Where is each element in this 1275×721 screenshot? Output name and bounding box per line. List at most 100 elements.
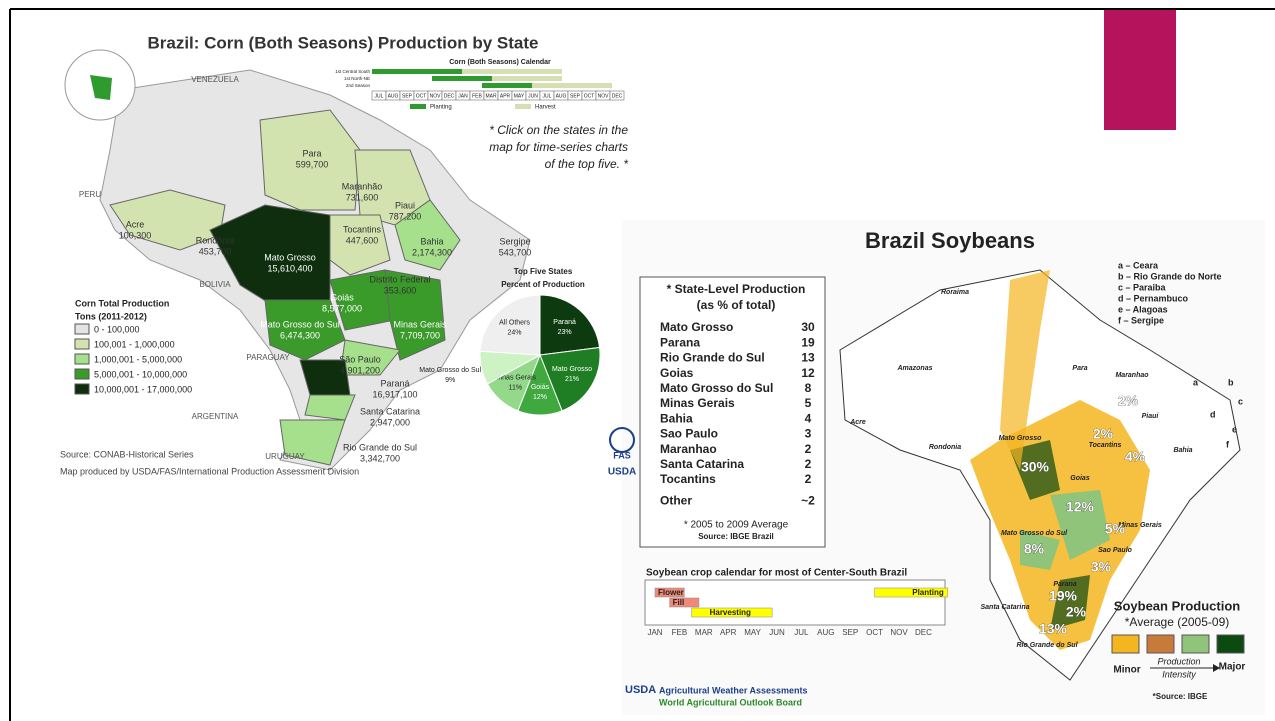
pie-name: All Others (499, 320, 530, 327)
pie-slice (539, 294, 601, 356)
state-name: Paraná (380, 378, 409, 388)
state-value: 100,300 (119, 230, 152, 240)
plant-bar (432, 76, 492, 81)
plant-bar (372, 69, 462, 74)
legend-title: Tons (2011-2012) (75, 311, 147, 321)
month: NOV (430, 93, 442, 99)
soy-percent: 12% (1066, 499, 1095, 515)
month: APR (500, 93, 511, 99)
legend-label: 100,001 - 1,000,000 (94, 339, 175, 349)
table-value: 30 (801, 320, 815, 334)
logo-usda: USDA (608, 467, 636, 478)
month: DEC (444, 93, 455, 99)
soy-state: Rondonia (929, 444, 961, 451)
accent-block (1104, 10, 1176, 130)
state-name: Minas Gerais (393, 319, 447, 329)
table-value: 4 (805, 411, 812, 425)
soy-state: Santa Catarina (980, 604, 1029, 611)
soy-calendar-title: Soybean crop calendar for most of Center… (646, 568, 907, 579)
soy-state: Rio Grande do Sul (1016, 642, 1078, 649)
soy-month: FEB (672, 628, 688, 637)
soy-percent: 2% (1093, 426, 1114, 442)
soy-month: SEP (842, 628, 858, 637)
country: ARGENTINA (192, 412, 239, 421)
month: JUN (528, 93, 538, 99)
legend-harvest-label: Harvest (535, 105, 556, 111)
soy-month: APR (720, 628, 737, 637)
footer-usda: USDA (625, 684, 656, 696)
state-name: Para (302, 148, 321, 158)
table-state: Bahia (660, 411, 693, 425)
note: * Click on the states in the (489, 123, 628, 137)
month: SEP (570, 93, 581, 99)
soy-state: Para (1072, 365, 1087, 372)
letter-legend: e – Alagoas (1118, 304, 1168, 314)
state-name: Bahia (420, 236, 443, 246)
soy-state: Sao Paulo (1098, 547, 1133, 554)
corn-title: Brazil: Corn (Both Seasons) Production b… (147, 33, 538, 52)
letter-legend: f – Sergipe (1118, 315, 1164, 325)
state-ms (264, 299, 346, 361)
state-rs (279, 419, 346, 466)
state-value: 16,917,100 (372, 389, 417, 399)
country: PARAGUAY (246, 353, 290, 362)
soy-swatch (1216, 634, 1245, 654)
letter-legend: c – Paraiba (1118, 282, 1167, 292)
table-state: Tocantins (660, 472, 716, 486)
soy-medium-area (1020, 490, 1110, 570)
state-value: 353,600 (384, 285, 417, 295)
month: MAY (514, 93, 525, 99)
phase-label: Harvesting (710, 608, 751, 617)
state-name: Distrito Federal (369, 274, 430, 284)
soy-state: Bahia (1173, 447, 1192, 454)
phase-bar (669, 597, 700, 608)
pie-value: 21% (565, 376, 579, 383)
soy-source: *Source: IBGE (1153, 692, 1208, 701)
table-state: Maranhao (660, 442, 717, 456)
pie-slice (479, 294, 541, 356)
state-value: 447,600 (346, 235, 379, 245)
phase-bar (691, 607, 773, 618)
pie-title: Top Five States (514, 267, 573, 276)
state-value: 543,700 (499, 247, 532, 257)
soy-state: Tocantins (1089, 442, 1122, 449)
legend-title: Corn Total Production (75, 298, 169, 308)
soy-state: Minas Gerais (1118, 522, 1162, 529)
state-name: Acre (126, 219, 145, 229)
soy-state: Roraima (941, 289, 969, 296)
table-state: Sao Paulo (660, 427, 718, 441)
soy-percent: 8% (1024, 541, 1045, 557)
month: JUL (543, 93, 552, 99)
legend-swatch (74, 368, 90, 380)
month: AUG (388, 93, 399, 99)
pie-value: 9% (445, 377, 455, 384)
soy-swatch (1111, 634, 1140, 654)
state-value: 453,700 (199, 246, 232, 256)
map-letter: b (1228, 377, 1234, 387)
soy-state: Parana (1053, 581, 1076, 588)
footer-line: Agricultural Weather Assessments (659, 685, 808, 695)
legend-label: 1,000,001 - 5,000,000 (94, 354, 182, 364)
footer-line: World Agricultural Outlook Board (659, 697, 802, 707)
source: Source: CONAB-Historical Series (60, 449, 194, 459)
legend-plant (410, 104, 426, 109)
soy-percent: 5% (1105, 521, 1126, 537)
harvest-bar (492, 76, 562, 81)
map-letter: e (1232, 424, 1237, 434)
state-value: 2,174,300 (412, 247, 452, 257)
state-name: Rondônia (196, 235, 235, 245)
table-value: 8 (805, 381, 812, 395)
soy-state: Mato Grosso (999, 435, 1043, 442)
soy-month: JUL (794, 628, 809, 637)
state-name: Mato Grosso (264, 252, 316, 262)
map-letter: d (1210, 409, 1216, 419)
state-name: Rio Grande do Sul (343, 442, 417, 452)
pie-name: Mato Grosso do Sul (419, 367, 481, 374)
soy-state: Acre (849, 419, 866, 426)
table-value: 2 (805, 472, 812, 486)
pie-name: Mato Grosso (552, 366, 592, 373)
phase-label: Planting (912, 588, 944, 597)
plant-bar (482, 83, 532, 88)
soy-state: Maranhao (1115, 372, 1149, 379)
